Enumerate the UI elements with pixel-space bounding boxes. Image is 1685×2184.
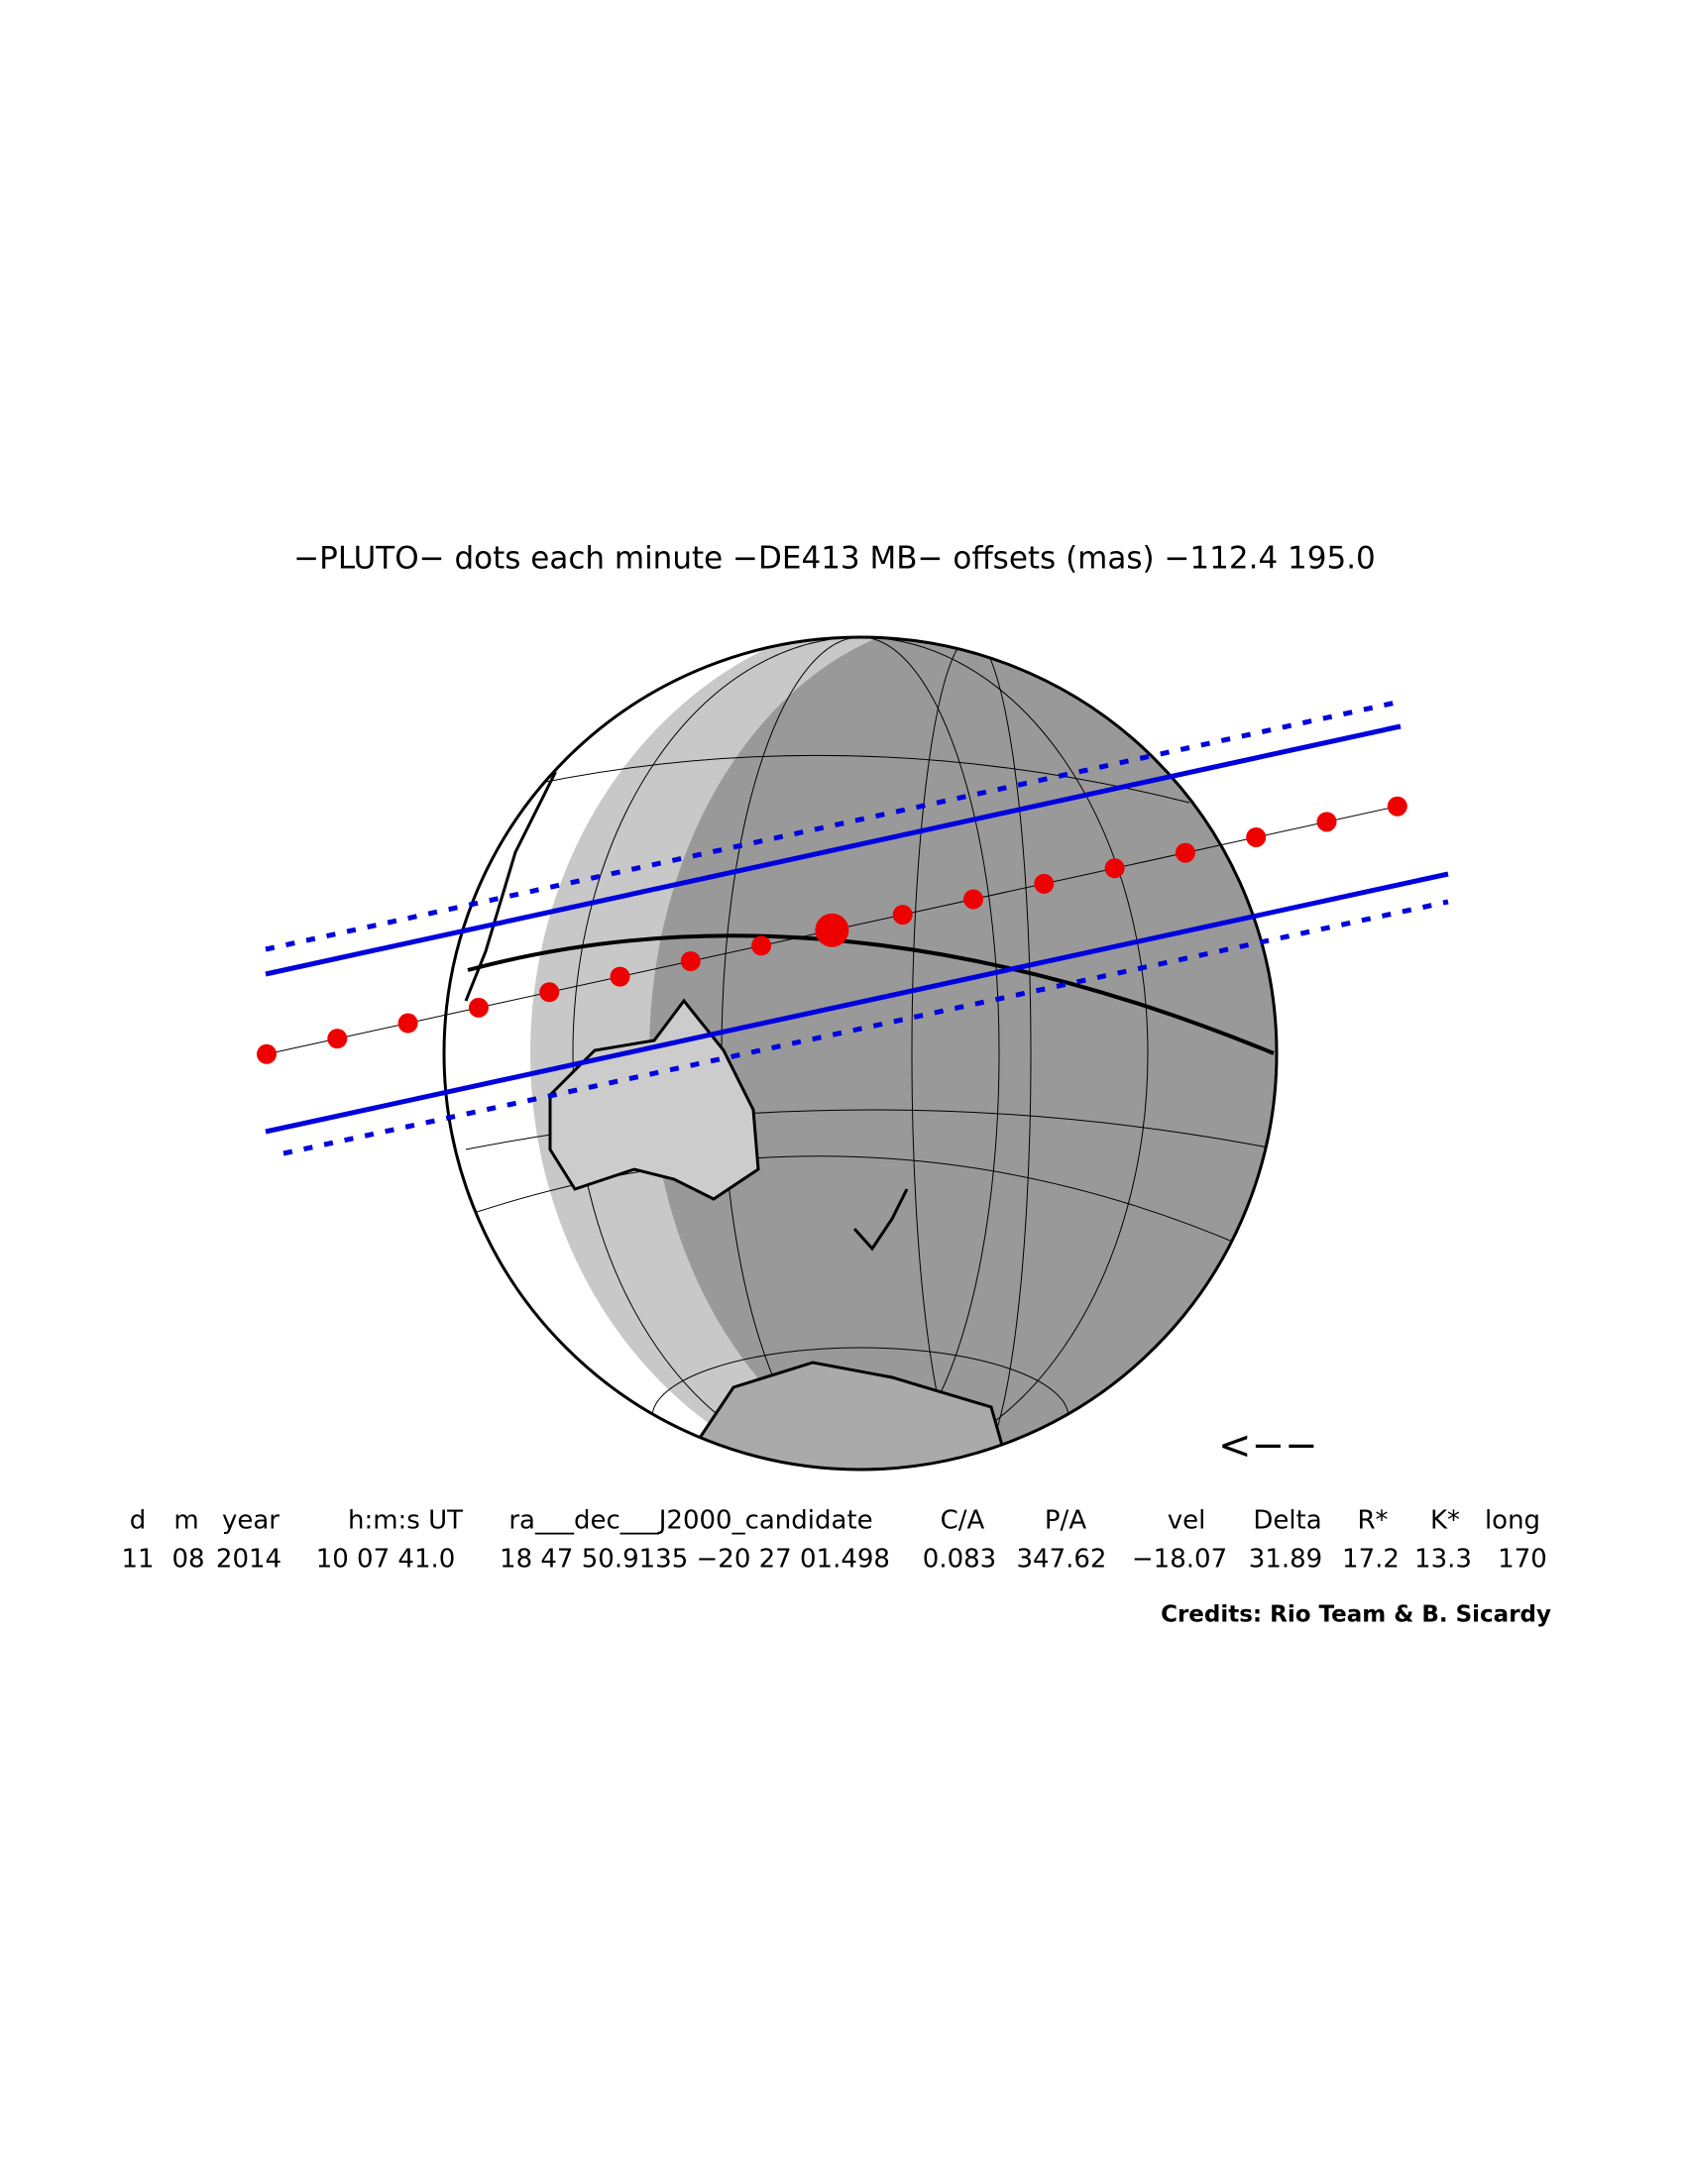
dot	[1034, 873, 1055, 894]
header-cell: vel	[1168, 1506, 1206, 1536]
dot	[815, 913, 849, 947]
dot	[397, 1013, 418, 1034]
value-cell: 0.083	[923, 1545, 996, 1575]
header-cell: m	[173, 1506, 198, 1536]
globe-outline	[442, 635, 1279, 1472]
credits: Credits: Rio Team & B. Sicardy	[1161, 1602, 1551, 1628]
value-cell: 2014	[216, 1545, 281, 1575]
value-cell: 10 07 41.0	[316, 1545, 456, 1575]
header-cell: d	[130, 1506, 147, 1536]
header-cell: year	[222, 1506, 280, 1536]
header-cell: ra___dec___J2000_candidate	[508, 1506, 872, 1536]
dot	[468, 997, 489, 1018]
title: −PLUTO− dots each minute −DE413 MB− offs…	[293, 541, 1376, 577]
dot	[1104, 858, 1125, 879]
value-cell: 13.3	[1414, 1545, 1472, 1575]
equator	[467, 933, 1275, 1055]
value-cell: 08	[171, 1545, 204, 1575]
header-cell: K*	[1430, 1506, 1460, 1536]
dot	[892, 905, 913, 926]
header-cell: P/A	[1045, 1506, 1086, 1536]
dot	[680, 951, 701, 972]
dot	[1387, 796, 1407, 817]
value-cell: 11	[121, 1545, 154, 1575]
header-cell: Delta	[1253, 1506, 1321, 1536]
minute-dots	[257, 796, 1407, 1064]
value-cell: 170	[1498, 1545, 1547, 1575]
dot	[539, 982, 560, 1003]
header-cell: C/A	[941, 1506, 985, 1536]
dot	[751, 935, 772, 956]
dot	[257, 1043, 277, 1064]
value-cell: 347.62	[1017, 1545, 1107, 1575]
dot	[610, 966, 630, 987]
direction-arrow: <−−	[1218, 1423, 1318, 1469]
dot	[1246, 826, 1267, 847]
globe	[444, 637, 1277, 1470]
value-cell: 17.2	[1342, 1545, 1400, 1575]
table: d m year h:m:s UT ra___dec___J2000_candidate…	[121, 1506, 1546, 1575]
dot	[1316, 812, 1337, 832]
value-cell: 31.89	[1249, 1545, 1322, 1575]
dot	[1175, 842, 1195, 863]
value-cell: −18.07	[1132, 1545, 1227, 1575]
dot	[963, 889, 983, 910]
shadow-limits	[265, 699, 1449, 1156]
header-cell: h:m:s UT	[348, 1506, 463, 1536]
value-cell: 18 47 50.9135 −20 27 01.498	[500, 1545, 890, 1575]
header-cell: R*	[1357, 1506, 1388, 1536]
dot	[327, 1029, 348, 1049]
header-cell: long	[1485, 1506, 1540, 1536]
